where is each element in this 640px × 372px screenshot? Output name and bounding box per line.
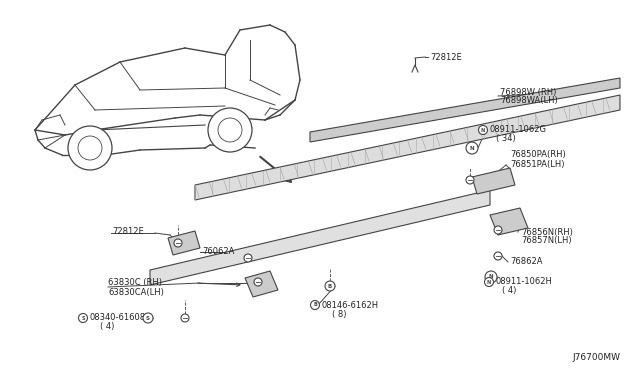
Circle shape (485, 271, 497, 283)
Circle shape (484, 278, 493, 286)
Text: 76898WA(LH): 76898WA(LH) (500, 96, 557, 106)
Text: ( 4): ( 4) (100, 323, 115, 331)
Text: J76700MW: J76700MW (572, 353, 620, 362)
Circle shape (494, 226, 502, 234)
Text: N: N (487, 279, 491, 285)
Text: 72812E: 72812E (112, 228, 144, 237)
Polygon shape (490, 208, 528, 235)
Text: 76857N(LH): 76857N(LH) (521, 237, 572, 246)
Circle shape (143, 313, 153, 323)
Text: N: N (470, 145, 474, 151)
Polygon shape (168, 231, 200, 255)
Text: 08146-6162H: 08146-6162H (322, 301, 379, 310)
Circle shape (310, 301, 319, 310)
Circle shape (325, 281, 335, 291)
Circle shape (466, 142, 478, 154)
Text: ( 34): ( 34) (496, 135, 516, 144)
Polygon shape (195, 95, 620, 200)
Text: ( 8): ( 8) (332, 310, 346, 318)
Text: 76856N(RH): 76856N(RH) (521, 228, 573, 237)
Text: 08340-61608: 08340-61608 (90, 314, 146, 323)
Text: 76862A: 76862A (510, 257, 543, 266)
Circle shape (466, 176, 474, 184)
Text: ( 4): ( 4) (502, 286, 516, 295)
Polygon shape (472, 168, 515, 194)
Polygon shape (150, 190, 490, 285)
Text: 72812E: 72812E (430, 52, 461, 61)
Text: 76898W (RH): 76898W (RH) (500, 87, 556, 96)
Circle shape (218, 118, 242, 142)
Polygon shape (310, 78, 620, 142)
Text: N: N (489, 275, 493, 279)
Text: B: B (313, 302, 317, 308)
Circle shape (254, 278, 262, 286)
Circle shape (68, 126, 112, 170)
Text: 63830C (RH): 63830C (RH) (108, 279, 162, 288)
Text: B: B (328, 283, 332, 289)
Polygon shape (245, 271, 278, 297)
Text: S: S (146, 315, 150, 321)
Text: 76851PA(LH): 76851PA(LH) (510, 160, 564, 169)
Text: 63830CA(LH): 63830CA(LH) (108, 288, 164, 296)
Text: 08911-1062G: 08911-1062G (490, 125, 547, 135)
Text: 76062A: 76062A (202, 247, 234, 256)
Text: S: S (81, 315, 84, 321)
Circle shape (79, 314, 88, 323)
Circle shape (181, 314, 189, 322)
Circle shape (494, 252, 502, 260)
Text: N: N (481, 128, 485, 132)
Circle shape (174, 239, 182, 247)
Circle shape (208, 108, 252, 152)
Text: 08911-1062H: 08911-1062H (496, 278, 553, 286)
Text: 76850PA(RH): 76850PA(RH) (510, 151, 566, 160)
Circle shape (244, 254, 252, 262)
Circle shape (479, 125, 488, 135)
Circle shape (78, 136, 102, 160)
